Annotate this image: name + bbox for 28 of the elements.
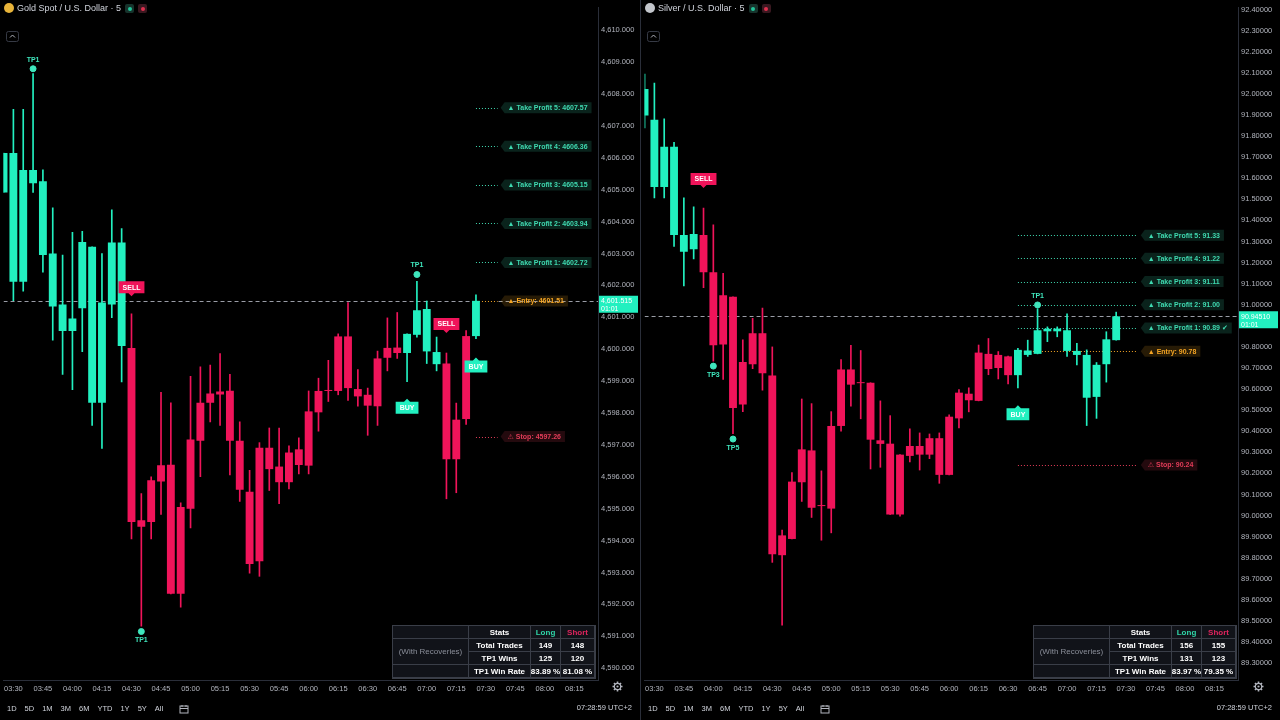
annotation: 79.35 % (1202, 665, 1236, 678)
annotation: 131 (1172, 652, 1202, 665)
annotation: 81.08 % (561, 665, 595, 678)
chart-title: Gold Spot / U.S. Dollar · 5 (17, 2, 122, 15)
annotation: 149 (531, 639, 561, 652)
annotation: TP1 Win Rate (469, 665, 531, 678)
annotation: 83.89 % (530, 665, 561, 678)
annotation: (With Recoveries) (393, 639, 469, 665)
annotation: Stats (1110, 626, 1172, 639)
annotation: Long (1172, 626, 1202, 639)
annotation: Short (561, 626, 595, 639)
annotation: 120 (561, 652, 595, 665)
annotation: Total Trades (1110, 639, 1172, 652)
annotation: (With Recoveries) (1034, 639, 1110, 665)
annotation: 155 (1202, 639, 1236, 652)
annotation: Short (1202, 626, 1236, 639)
annotation: 156 (1172, 639, 1202, 652)
annotation: TP1 Wins (1110, 652, 1172, 665)
annotation: TP1 Wins (469, 652, 531, 665)
annotation: 83.97 % (1171, 665, 1202, 678)
annotation: Long (531, 626, 561, 639)
annotation: 123 (1202, 652, 1236, 665)
annotation: Stats (469, 626, 531, 639)
chart-title: Silver / U.S. Dollar · 5 (658, 2, 745, 15)
annotation: Total Trades (469, 639, 531, 652)
annotation: 148 (561, 639, 595, 652)
annotation: TP1 Win Rate (1110, 665, 1172, 678)
annotation: 125 (531, 652, 561, 665)
